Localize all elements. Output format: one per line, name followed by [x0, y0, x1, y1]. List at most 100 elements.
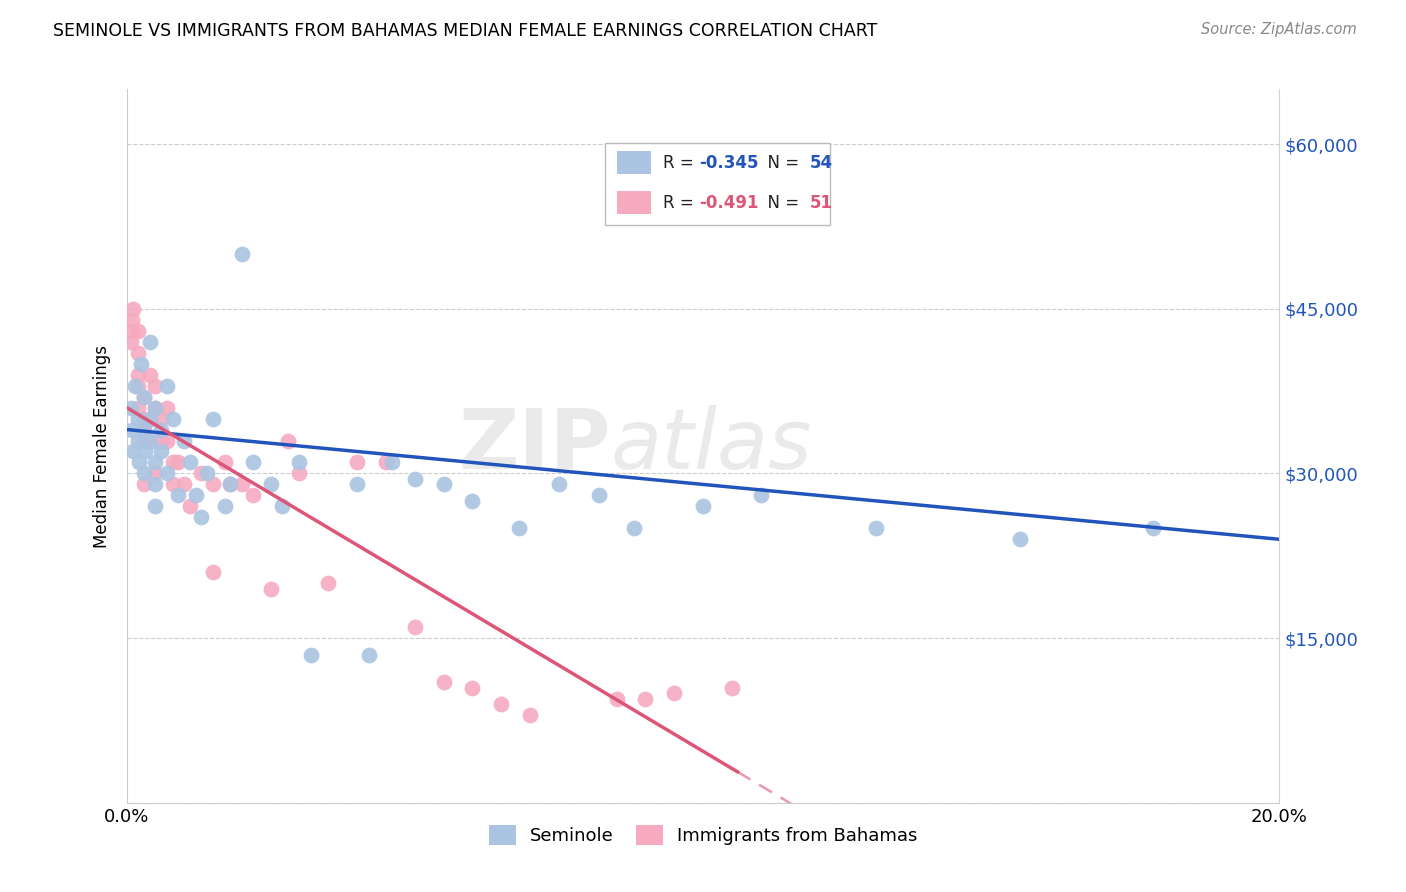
Text: N =: N = [758, 194, 804, 211]
Point [150, 411, 173, 425]
Point [548, 477, 571, 491]
Point [242, 455, 264, 469]
Point [145, 477, 166, 491]
Point [720, 681, 742, 695]
Point [150, 434, 173, 448]
Point [692, 500, 714, 514]
Point [156, 401, 179, 415]
Point [259, 477, 281, 491]
Point [202, 477, 225, 491]
Point [132, 423, 155, 437]
Point [122, 301, 145, 316]
Point [190, 510, 212, 524]
FancyBboxPatch shape [605, 143, 830, 225]
Point [132, 423, 155, 437]
Text: SEMINOLE VS IMMIGRANTS FROM BAHAMAS MEDIAN FEMALE EARNINGS CORRELATION CHART: SEMINOLE VS IMMIGRANTS FROM BAHAMAS MEDI… [53, 22, 877, 40]
Point [150, 423, 173, 437]
Point [173, 434, 195, 448]
Point [1142, 521, 1164, 535]
Point [433, 675, 456, 690]
Point [202, 411, 225, 425]
Point [124, 378, 146, 392]
Text: -0.491: -0.491 [700, 194, 759, 211]
Point [202, 566, 225, 580]
Point [357, 648, 380, 662]
Point [121, 312, 143, 326]
Point [231, 247, 253, 261]
Point [461, 494, 484, 508]
Y-axis label: Median Female Earnings: Median Female Earnings [93, 344, 111, 548]
Point [156, 467, 179, 481]
Point [433, 477, 456, 491]
Point [138, 434, 160, 448]
Point [634, 691, 657, 706]
Point [299, 648, 322, 662]
Point [167, 488, 190, 502]
Point [167, 455, 190, 469]
Point [127, 411, 149, 425]
Point [374, 455, 398, 469]
Point [122, 444, 145, 458]
Point [1010, 533, 1032, 547]
Point [132, 411, 155, 425]
Point [162, 477, 184, 491]
Point [865, 521, 887, 535]
Text: -0.345: -0.345 [700, 153, 759, 171]
Point [404, 620, 426, 634]
Point [214, 500, 236, 514]
Point [127, 345, 149, 359]
Point [132, 477, 155, 491]
Point [156, 434, 179, 448]
Point [195, 467, 218, 481]
Point [145, 401, 166, 415]
Point [132, 390, 155, 404]
Point [173, 477, 195, 491]
Text: N =: N = [758, 153, 804, 171]
Point [120, 401, 142, 415]
Point [121, 423, 143, 437]
Point [132, 467, 155, 481]
Point [127, 324, 149, 338]
Point [749, 488, 772, 502]
Text: 54: 54 [810, 153, 834, 171]
Point [138, 434, 160, 448]
Point [128, 455, 150, 469]
Point [121, 324, 143, 338]
Point [346, 477, 368, 491]
Point [145, 500, 166, 514]
Point [519, 708, 541, 723]
Text: atlas: atlas [610, 406, 813, 486]
Point [132, 390, 155, 404]
FancyBboxPatch shape [617, 152, 651, 174]
Point [404, 472, 426, 486]
Point [127, 434, 149, 448]
Text: ZIP: ZIP [458, 406, 610, 486]
Point [184, 488, 207, 502]
Point [664, 686, 686, 700]
Point [346, 455, 368, 469]
Point [138, 368, 160, 382]
Point [129, 357, 152, 371]
Text: Source: ZipAtlas.com: Source: ZipAtlas.com [1201, 22, 1357, 37]
Point [318, 576, 340, 591]
Point [231, 477, 253, 491]
Point [138, 411, 160, 425]
Point [277, 434, 299, 448]
Point [138, 334, 160, 349]
Legend: Seminole, Immigrants from Bahamas: Seminole, Immigrants from Bahamas [479, 815, 927, 855]
Point [179, 455, 201, 469]
Point [150, 444, 173, 458]
Point [606, 691, 628, 706]
Point [127, 401, 149, 415]
Point [156, 378, 179, 392]
Point [162, 411, 184, 425]
Point [138, 411, 160, 425]
Point [259, 582, 281, 596]
Point [271, 500, 294, 514]
Point [508, 521, 530, 535]
Point [461, 681, 484, 695]
Point [219, 477, 242, 491]
Point [127, 368, 149, 382]
Text: 51: 51 [810, 194, 834, 211]
Text: R =: R = [662, 194, 699, 211]
